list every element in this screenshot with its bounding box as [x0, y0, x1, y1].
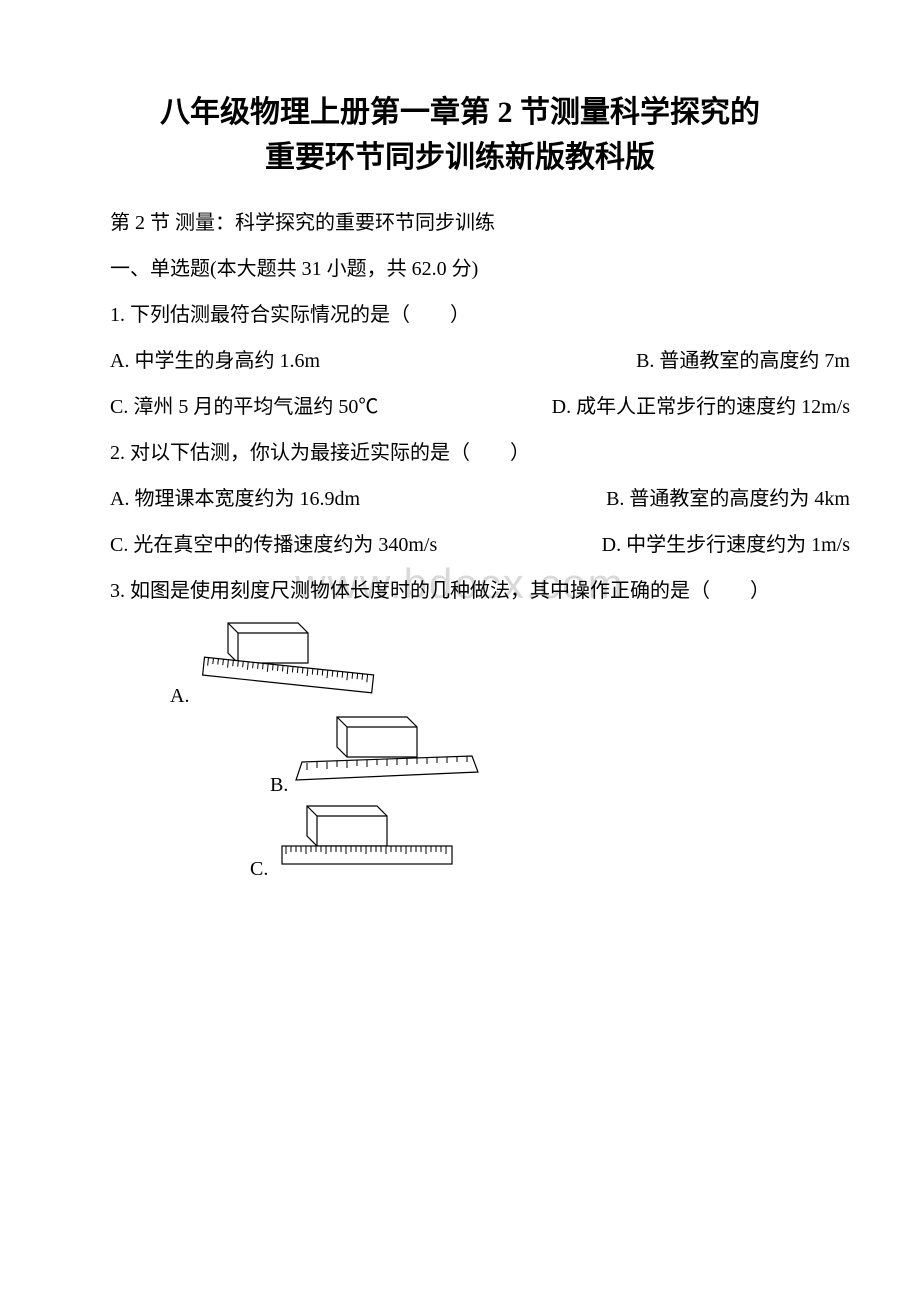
- ruler-diagram-a-icon: [193, 618, 383, 708]
- q1-option-c: C. 漳州 5 月的平均气温约 50℃: [70, 388, 378, 426]
- q1-stem: 1. 下列估测最符合实际情况的是（ ）: [70, 296, 850, 334]
- q1-row-cd: C. 漳州 5 月的平均气温约 50℃ D. 成年人正常步行的速度约 12m/s: [70, 388, 850, 426]
- q2-option-a: A. 物理课本宽度约为 16.9dm: [70, 480, 360, 518]
- q2-option-b: B. 普通教室的高度约为 4km: [566, 480, 850, 518]
- q2-row-cd: C. 光在真空中的传播速度约为 340m/s D. 中学生步行速度约为 1m/s: [70, 526, 850, 564]
- q2-stem: 2. 对以下估测，你认为最接近实际的是（ ）: [70, 434, 850, 472]
- q2-option-d: D. 中学生步行速度约为 1m/s: [562, 526, 850, 564]
- q3-option-b-label: B.: [270, 774, 288, 796]
- q3-stem: 3. 如图是使用刻度尺测物体长度时的几种做法，其中操作正确的是（ ）: [70, 572, 850, 610]
- q3-option-c-label: C.: [250, 858, 268, 880]
- subtitle: 第 2 节 测量：科学探究的重要环节同步训练: [70, 204, 850, 242]
- title-line-2: 重要环节同步训练新版教科版: [265, 141, 655, 174]
- document-title: 八年级物理上册第一章第 2 节测量科学探究的 重要环节同步训练新版教科版: [70, 90, 850, 180]
- q3-option-a-block: A.: [70, 618, 850, 708]
- q1-option-d-part1: D. 成年人正常步行的速度约 12m/s: [512, 388, 850, 426]
- section-heading: 一、单选题(本大题共 31 小题，共 62.0 分): [70, 250, 850, 288]
- q1-option-a: A. 中学生的身高约 1.6m: [70, 342, 320, 380]
- q3-option-c-block: C.: [70, 801, 850, 881]
- title-line-1: 八年级物理上册第一章第 2 节测量科学探究的: [160, 96, 760, 129]
- ruler-diagram-b-icon: [292, 712, 482, 797]
- q2-option-c: C. 光在真空中的传播速度约为 340m/s: [70, 526, 437, 564]
- q2-row-ab: A. 物理课本宽度约为 16.9dm B. 普通教室的高度约为 4km: [70, 480, 850, 518]
- q3-option-b-block: B.: [70, 712, 850, 797]
- q1-row-ab: A. 中学生的身高约 1.6m B. 普通教室的高度约 7m: [70, 342, 850, 380]
- q3-option-a-label: A.: [170, 685, 189, 707]
- q1-option-b-part1: B. 普通教室的高度约 7m: [596, 342, 850, 380]
- ruler-diagram-c-icon: [272, 801, 462, 881]
